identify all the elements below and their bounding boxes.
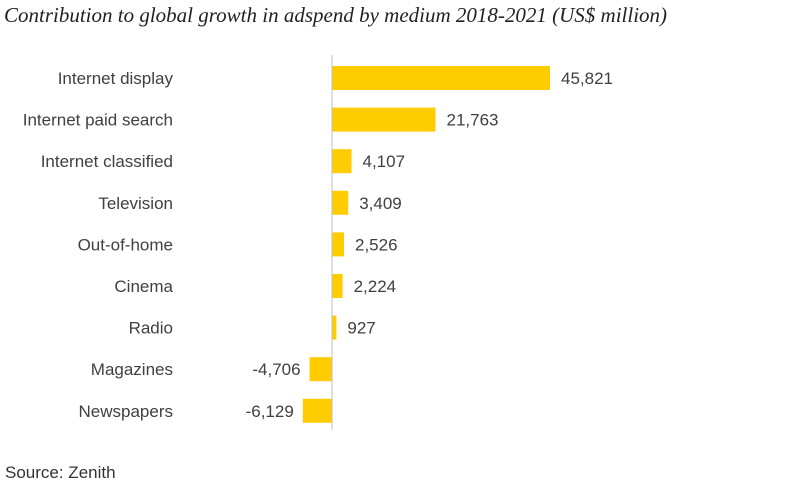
- bars-layer: [302, 66, 550, 423]
- value-label: -4,706: [252, 360, 300, 379]
- bar: [309, 357, 332, 382]
- bar: [302, 398, 332, 423]
- value-label: 927: [347, 319, 375, 338]
- category-label: Cinema: [114, 277, 173, 296]
- category-label: Internet classified: [41, 152, 173, 171]
- category-label: Radio: [129, 319, 173, 338]
- category-label: Magazines: [91, 360, 173, 379]
- value-label: 2,224: [354, 277, 397, 296]
- value-label: -6,129: [246, 402, 294, 421]
- bar: [332, 232, 344, 257]
- value-labels: 45,821 21,763 4,107 3,409 2,526 2,224 927 -4,70…: [246, 69, 613, 421]
- category-labels: Internet display Internet paid search Inte…: [23, 69, 174, 421]
- category-label: Internet display: [58, 69, 174, 88]
- bar: [332, 274, 343, 298]
- value-label: 21,763: [447, 111, 499, 130]
- value-label: 2,526: [355, 235, 398, 254]
- category-label: Newspapers: [79, 402, 174, 421]
- bar: [332, 149, 352, 174]
- source-note: Source: Zenith: [5, 463, 116, 482]
- category-label: Internet paid search: [23, 111, 173, 130]
- value-label: 45,821: [561, 69, 613, 88]
- bar: [332, 190, 349, 215]
- bar: [332, 107, 436, 132]
- category-label: Television: [98, 194, 173, 213]
- bar: [332, 315, 337, 340]
- value-label: 4,107: [363, 152, 406, 171]
- chart-title: Contribution to global growth in adspend…: [4, 3, 668, 27]
- category-label: Out-of-home: [78, 235, 173, 254]
- bar: [332, 66, 550, 90]
- value-label: 3,409: [359, 194, 402, 213]
